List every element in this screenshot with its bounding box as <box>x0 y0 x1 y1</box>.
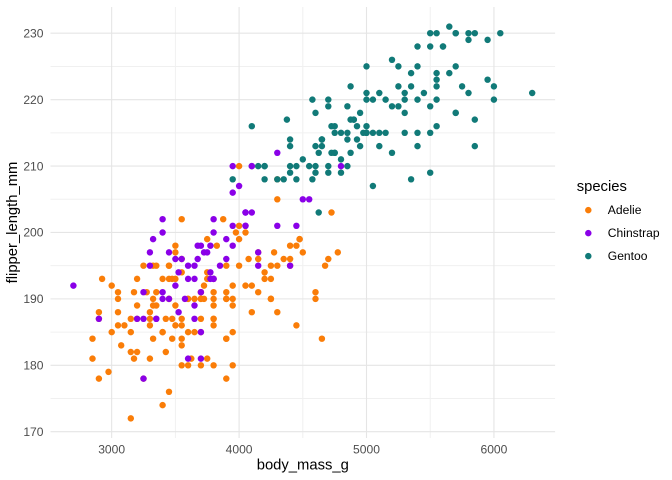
svg-text:3000: 3000 <box>98 442 125 456</box>
svg-text:5000: 5000 <box>353 442 380 456</box>
svg-text:180: 180 <box>23 359 43 373</box>
svg-text:Gentoo: Gentoo <box>608 249 648 263</box>
svg-text:210: 210 <box>23 159 43 173</box>
svg-text:220: 220 <box>23 93 43 107</box>
svg-text:190: 190 <box>23 292 43 306</box>
svg-text:6000: 6000 <box>480 442 507 456</box>
svg-text:4000: 4000 <box>226 442 253 456</box>
svg-text:Chinstrap: Chinstrap <box>608 226 660 240</box>
svg-text:flipper_length_mm: flipper_length_mm <box>5 162 21 284</box>
svg-text:body_mass_g: body_mass_g <box>257 458 349 474</box>
svg-text:Adelie: Adelie <box>608 203 642 217</box>
svg-text:230: 230 <box>23 26 43 40</box>
svg-text:200: 200 <box>23 226 43 240</box>
svg-text:species: species <box>577 179 627 195</box>
svg-text:170: 170 <box>23 425 43 439</box>
